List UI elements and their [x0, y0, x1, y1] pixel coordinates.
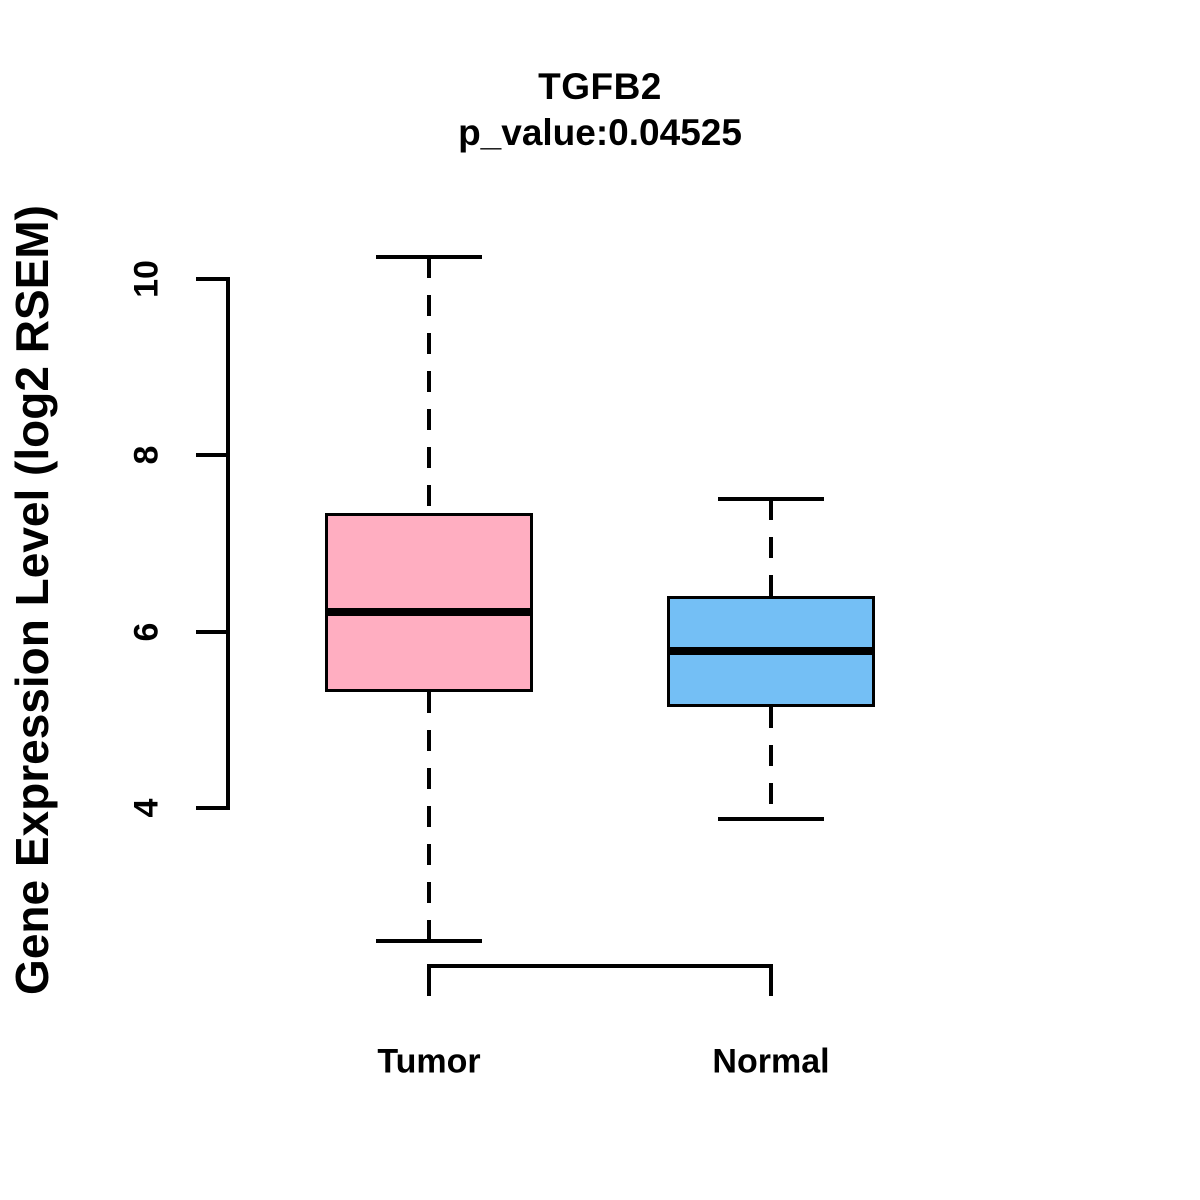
y-axis-tick: [196, 629, 226, 634]
y-axis-label: Gene Expression Level (log2 RSEM): [6, 205, 58, 995]
y-tick-label: 8: [127, 445, 166, 465]
tumor-lower-whisker-cap: [376, 939, 482, 944]
x-category-label-tumor: Tumor: [377, 1042, 481, 1081]
normal-lower-whisker: [769, 706, 773, 819]
normal-upper-whisker-cap: [718, 496, 824, 501]
tumor-upper-whisker-cap: [376, 254, 482, 259]
chart-subtitle: p_value:0.04525: [458, 112, 742, 153]
y-tick-label: 6: [127, 622, 166, 642]
tumor-lower-whisker: [427, 691, 431, 942]
tumor-upper-whisker: [427, 256, 431, 513]
x-category-label-normal: Normal: [712, 1042, 830, 1081]
x-axis-line: [427, 964, 773, 968]
tumor-median-line: [328, 608, 530, 617]
x-axis-tick: [427, 966, 431, 996]
y-tick-label: 4: [127, 798, 166, 818]
y-tick-label: 10: [127, 260, 166, 298]
y-axis-tick: [196, 277, 226, 281]
y-axis-tick: [196, 806, 226, 810]
y-axis-tick: [196, 453, 226, 458]
chart-title: TGFB2: [538, 66, 662, 107]
normal-lower-whisker-cap: [718, 816, 824, 821]
x-axis-tick: [769, 966, 773, 996]
y-axis-line: [226, 277, 230, 810]
normal-median-line: [670, 647, 872, 656]
tumor-box: [325, 512, 533, 692]
normal-upper-whisker: [769, 498, 773, 596]
